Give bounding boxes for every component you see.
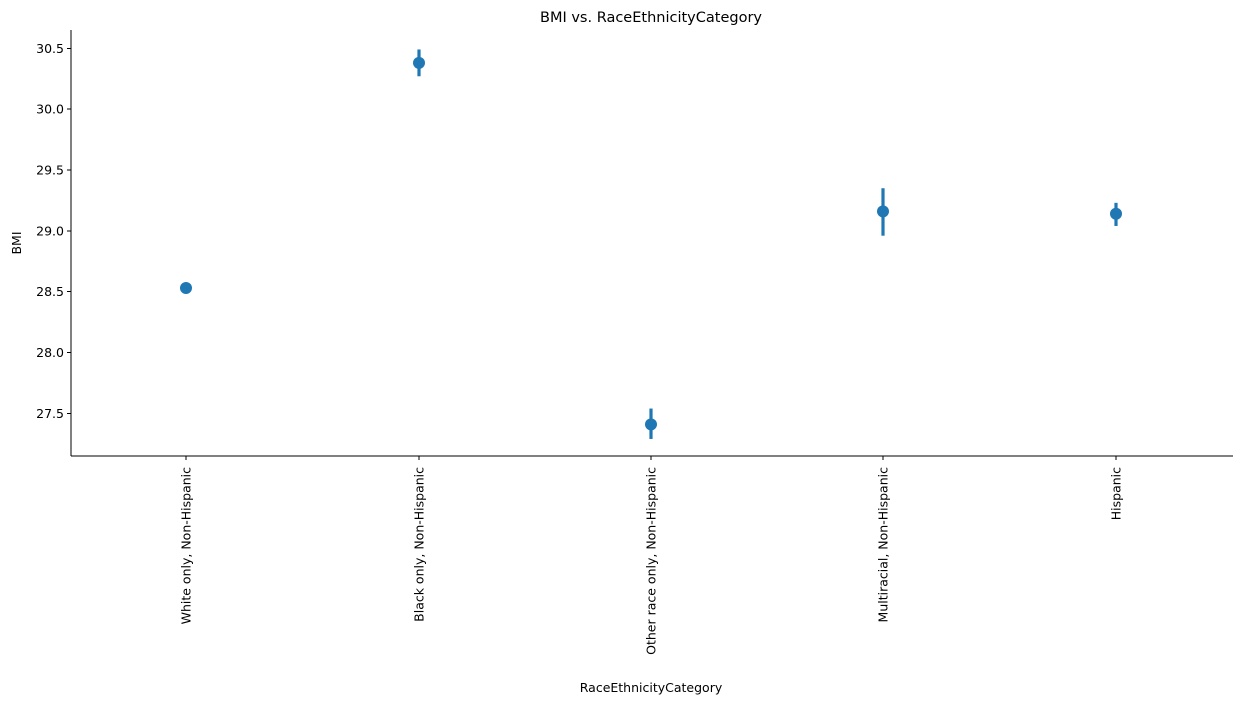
x-tick-label: White only, Non-Hispanic — [179, 467, 194, 625]
y-axis-ticks: 27.5 28.0 28.5 29.0 29.5 30.0 30.5 — [36, 41, 71, 421]
y-tick-label: 29.0 — [36, 223, 64, 238]
data-point — [1110, 207, 1122, 220]
x-tick-label: Other race only, Non-Hispanic — [644, 467, 659, 655]
y-tick-label: 28.5 — [36, 284, 64, 299]
plot-area — [180, 49, 1122, 439]
x-axis-label: RaceEthnicityCategory — [580, 680, 723, 695]
x-axis-ticks: White only, Non-Hispanic Black only, Non-… — [179, 456, 1124, 655]
y-tick-label: 29.5 — [36, 162, 64, 177]
y-axis-label: BMI — [9, 231, 24, 254]
chart-title: BMI vs. RaceEthnicityCategory — [540, 10, 762, 26]
x-tick-label: Multiracial, Non-Hispanic — [876, 467, 891, 623]
y-tick-label: 30.0 — [36, 102, 64, 117]
y-tick-label: 28.0 — [36, 345, 64, 360]
x-tick-label: Hispanic — [1109, 467, 1124, 520]
data-point — [877, 205, 889, 218]
y-tick-label: 27.5 — [36, 406, 64, 421]
data-point — [180, 282, 192, 295]
x-tick-label: Black only, Non-Hispanic — [412, 467, 427, 622]
y-tick-label: 30.5 — [36, 41, 64, 56]
data-point — [645, 418, 657, 431]
data-point — [413, 56, 425, 69]
